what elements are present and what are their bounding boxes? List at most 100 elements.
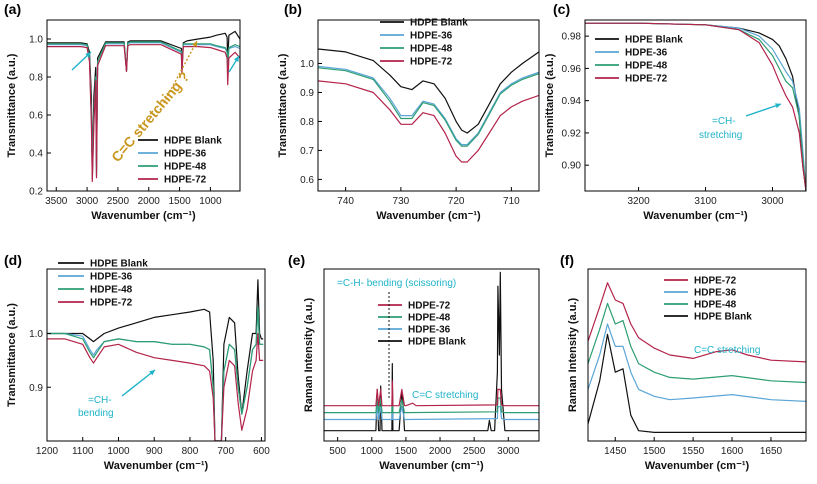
legend-entry: HDPE-48 (694, 300, 737, 311)
x-tick-label: 3100 (694, 196, 717, 207)
y-tick-label: 0.2 (29, 187, 43, 198)
x-tick-label: 3200 (627, 196, 650, 207)
panel-a: 3500 3000 2500 2000 1500 1000 0.2 0.4 0.6 0.8 1.0 W… (4, 1, 241, 222)
legend-entry: HDPE Blank (164, 136, 222, 147)
x-tick-label: 1200 (36, 446, 59, 457)
annotation-arrowhead (85, 52, 91, 58)
panel-f: 1450 1500 1550 1600 1650 Wavenumber (cm⁻¹) Ram… (560, 252, 807, 472)
legend-entry: HDPE-48 (625, 61, 668, 72)
y-axis-label: Transmittance (a.u.) (544, 53, 556, 157)
x-axis-label: Wavenumber (cm⁻¹) (645, 460, 750, 472)
panel-e: 500 1000 1500 2000 2500 3000 Wavenumber (cm⁻¹)… (288, 252, 540, 472)
legend-entry: HDPE Blank (410, 18, 468, 29)
y-tick-label: 0.4 (29, 149, 43, 160)
annotation-arrowhead (192, 41, 197, 47)
series-line-h48 (324, 388, 539, 414)
annotation-arrow (745, 103, 782, 117)
series-group (324, 271, 539, 432)
x-tick-label: 720 (448, 196, 465, 207)
series-group (47, 279, 264, 441)
x-tick-label: 800 (182, 446, 199, 457)
legend-entry: HDPE-72 (410, 57, 453, 68)
x-tick-label: 1550 (682, 446, 705, 457)
y-axis-label: Transmittance (a.u.) (277, 53, 289, 157)
x-tick-label: 900 (146, 446, 163, 457)
series-line-h72 (324, 380, 539, 407)
series-line-h72 (318, 80, 539, 163)
panel-label: (e) (288, 252, 305, 268)
x-tick-label: 500 (329, 446, 346, 457)
annotation-label: =C-H- bending (scissoring) (337, 278, 456, 289)
panel-label: (b) (284, 1, 302, 17)
y-axis-label: Raman Intensity (a.u.) (303, 298, 315, 413)
plot-frame (317, 19, 540, 192)
annotation-label: stretching (699, 130, 742, 141)
panel-d: 1200 1100 1000 900 800 700 600 0.9 1.0 Wavenumber… (4, 252, 270, 472)
y-tick-label: 0.96 (562, 64, 582, 75)
legend-entry: HDPE-72 (90, 298, 133, 309)
y-tick-label: 0.9 (29, 383, 43, 394)
y-tick-label: 0.90 (562, 161, 582, 172)
x-tick-label: 3000 (761, 196, 784, 207)
series-line-h72 (47, 44, 240, 183)
annotation-label: =CH- (88, 395, 112, 406)
series-line-blank (47, 30, 240, 173)
y-tick-label: 0.98 (562, 32, 582, 43)
legend: HDPE Blank HDPE-36 HDPE-48 HDPE-72 (595, 35, 683, 85)
x-tick-label: 1600 (721, 446, 744, 457)
x-tick-label: 1000 (361, 446, 384, 457)
legend: HDPE Blank HDPE-36 HDPE-48 HDPE-72 (58, 259, 148, 309)
legend-entry: HDPE-72 (694, 276, 737, 287)
x-axis-label: Wavenumber (cm⁻¹) (104, 460, 209, 472)
y-axis-label: Transmittance (a.u.) (6, 53, 18, 157)
legend-entry: HDPE-36 (410, 31, 453, 42)
legend-entry: HDPE-36 (408, 325, 451, 336)
x-tick-label: 3000 (76, 196, 99, 207)
y-tick-label: 1.0 (29, 329, 43, 340)
series-line-h36 (47, 306, 264, 441)
y-tick-label: 0.6 (300, 175, 314, 186)
x-tick-label: 710 (503, 196, 520, 207)
x-tick-label: 2000 (138, 196, 161, 207)
series-line-blank (324, 271, 539, 432)
x-tick-label: 730 (393, 196, 410, 207)
series-group (318, 48, 539, 163)
panel-label: (d) (4, 252, 22, 268)
series-line-h36 (318, 65, 539, 146)
legend-entry: HDPE-48 (164, 162, 207, 173)
legend-entry: HDPE-36 (90, 272, 133, 283)
legend-entry: HDPE-36 (694, 288, 737, 299)
series-group (585, 22, 806, 191)
series-group (47, 30, 240, 183)
legend-entry: HDPE-36 (625, 48, 668, 59)
series-line-h72 (588, 282, 806, 363)
x-tick-label: 1000 (199, 196, 222, 207)
plot-frame (46, 19, 241, 192)
legend: HDPE Blank HDPE-36 HDPE-48 HDPE-72 (138, 136, 222, 186)
x-tick-label: 1500 (168, 196, 191, 207)
series-line-blank (47, 279, 264, 441)
annotation-arrow (121, 369, 156, 397)
legend-entry: HDPE-72 (164, 175, 207, 186)
y-tick-label: 0.8 (300, 117, 314, 128)
x-tick-label: 3500 (45, 196, 68, 207)
x-axis-label: Wavenumber (cm⁻¹) (379, 460, 484, 472)
plot-frame (46, 268, 266, 442)
legend-entry: HDPE Blank (694, 312, 752, 323)
plot-frame (587, 268, 807, 442)
series-line-h72 (47, 332, 264, 441)
annotation-arrowhead (149, 370, 155, 376)
y-axis-label: Raman Intensity (a.u.) (567, 298, 579, 413)
annotation-arrowhead (233, 56, 239, 62)
legend-entry: HDPE-36 (164, 149, 207, 160)
panel-label: (f) (560, 252, 574, 268)
series-line-h36 (324, 397, 539, 421)
y-tick-label: 1.0 (29, 35, 43, 46)
y-tick-label: 0.94 (562, 96, 582, 107)
legend-entry: HDPE Blank (625, 35, 683, 46)
series-line-h48 (47, 41, 240, 179)
x-tick-label: 1500 (643, 446, 666, 457)
annotation-label: C=C stretching (412, 390, 478, 401)
